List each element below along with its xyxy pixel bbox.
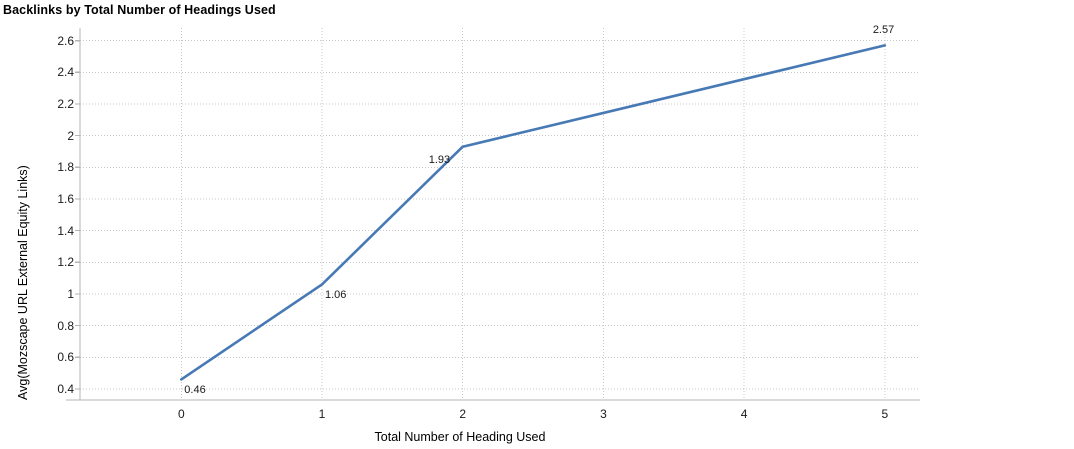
y-tick-label: 1.6	[57, 191, 74, 206]
x-tick-label: 3	[600, 407, 607, 421]
data-point-label: 2.57	[872, 24, 895, 37]
x-tick-label: 2	[459, 407, 467, 421]
y-tick-label: 1.4	[57, 223, 74, 238]
y-tick-label: 2.2	[57, 96, 74, 111]
y-gridlines	[80, 40, 920, 390]
y-tick-label: 2	[67, 128, 74, 143]
y-tick-label: 0.4	[57, 381, 74, 396]
y-tick-label: 2.6	[57, 33, 74, 48]
x-tick-label: 1	[318, 407, 326, 421]
chart-title: Backlinks by Total Number of Headings Us…	[3, 3, 276, 17]
x-tick-label: 5	[881, 407, 889, 421]
y-tick-label: 1.8	[57, 160, 74, 175]
data-point-label: 1.93	[428, 153, 451, 166]
y-tick-label: 2.4	[57, 65, 74, 80]
axis-spines	[66, 28, 920, 401]
x-axis-title: Total Number of Heading Used	[374, 430, 546, 444]
y-tick-label: 1.2	[57, 255, 74, 270]
data-point-label: 1.06	[325, 289, 347, 302]
x-tick-label: 0	[177, 407, 185, 421]
series-line	[180, 44, 887, 381]
y-tick-label: 0.8	[57, 318, 74, 333]
x-tick-label: 4	[740, 407, 748, 421]
y-tick-label: 0.6	[57, 350, 74, 365]
x-gridlines	[180, 28, 886, 400]
y-tick-labels: 0.4 0.6 0.8 1 1.2 1.4 1.6 1.8 2 2.2 2.4 2.6	[32, 0, 74, 449]
y-tick-label: 1	[67, 286, 74, 301]
tick-marks	[75, 40, 80, 390]
data-point-label: 0.46	[184, 384, 206, 397]
